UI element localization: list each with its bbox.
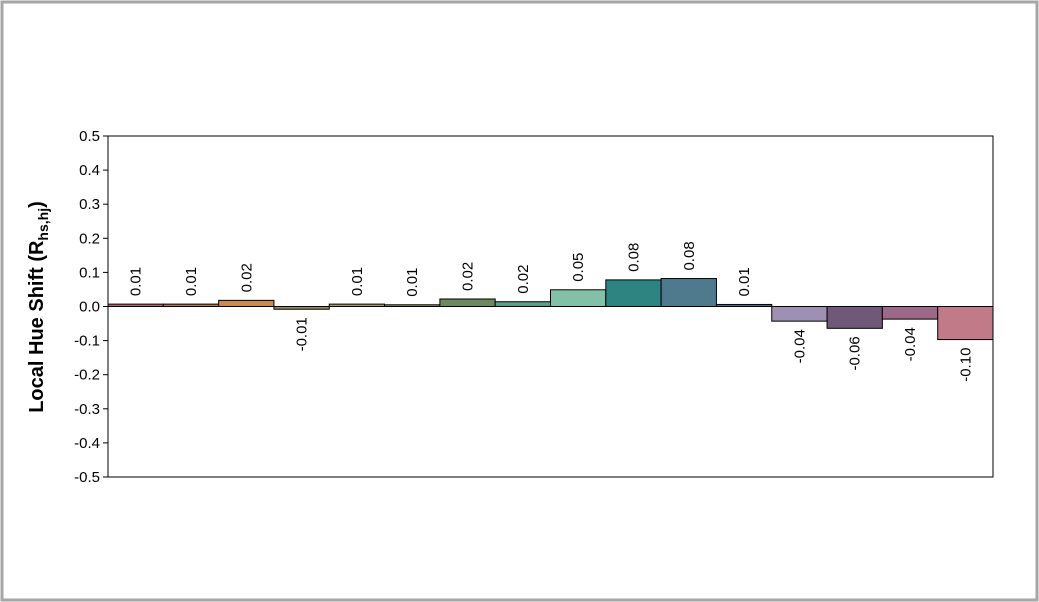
y-tick-label: 0.2 xyxy=(79,230,100,247)
data-label: 0.01 xyxy=(128,267,145,296)
bar xyxy=(881,306,939,320)
data-label: -0.06 xyxy=(847,336,864,370)
bar xyxy=(550,289,607,307)
y-tick-label: 0.0 xyxy=(79,299,100,316)
y-axis-ticks: 0.5 0.4 0.3 0.2 0.1 0.0 -0.1 -0.2 -0.3 -0.4 -0.5 xyxy=(74,128,108,486)
y-tick-label: -0.1 xyxy=(74,333,100,350)
data-label: 0.01 xyxy=(736,267,753,296)
y-tick-label: 0.3 xyxy=(79,196,100,213)
y-tick-label: 0.4 xyxy=(79,162,100,179)
y-tick-label: -0.5 xyxy=(74,469,100,486)
y-axis-label-close: ) xyxy=(26,201,48,208)
bar xyxy=(771,306,828,322)
bar xyxy=(605,279,662,308)
plot-area: 0.5 0.4 0.3 0.2 0.1 0.0 -0.1 -0.2 -0.3 -0.4 -0.5 0… xyxy=(74,128,994,486)
data-label: -0.01 xyxy=(294,317,311,351)
data-label: 0.01 xyxy=(183,267,200,296)
data-label: 0.08 xyxy=(625,243,642,272)
data-label: 0.01 xyxy=(349,267,366,296)
bar xyxy=(218,299,275,307)
y-axis-label: Local Hue Shift (Rhs,hj) xyxy=(26,201,51,413)
data-label: 0.02 xyxy=(515,265,532,294)
bar xyxy=(660,278,717,307)
bar xyxy=(494,301,551,308)
bar xyxy=(937,306,994,341)
y-axis-label-main: Local Hue Shift (R xyxy=(26,240,48,413)
data-label: -0.10 xyxy=(957,348,974,382)
y-tick-label: -0.2 xyxy=(74,367,100,384)
data-label: -0.04 xyxy=(902,327,919,361)
y-tick-label: 0.5 xyxy=(79,128,100,145)
data-label: 0.02 xyxy=(460,262,477,291)
y-tick-label: -0.3 xyxy=(74,401,100,418)
y-tick-label: -0.4 xyxy=(74,435,100,452)
data-labels: 0.01 0.01 0.02 -0.01 0.01 0.01 0.02 0.02 0.05 0.0… xyxy=(128,241,975,381)
data-label: 0.08 xyxy=(681,241,698,270)
bar xyxy=(439,298,496,307)
bar xyxy=(826,306,883,329)
y-axis-label-subscript: hs,hj xyxy=(35,208,51,241)
data-label: 0.02 xyxy=(238,263,255,292)
data-label: 0.05 xyxy=(570,253,587,282)
data-label: -0.04 xyxy=(791,329,808,363)
y-tick-label: 0.1 xyxy=(79,264,100,281)
data-label: 0.01 xyxy=(404,268,421,297)
